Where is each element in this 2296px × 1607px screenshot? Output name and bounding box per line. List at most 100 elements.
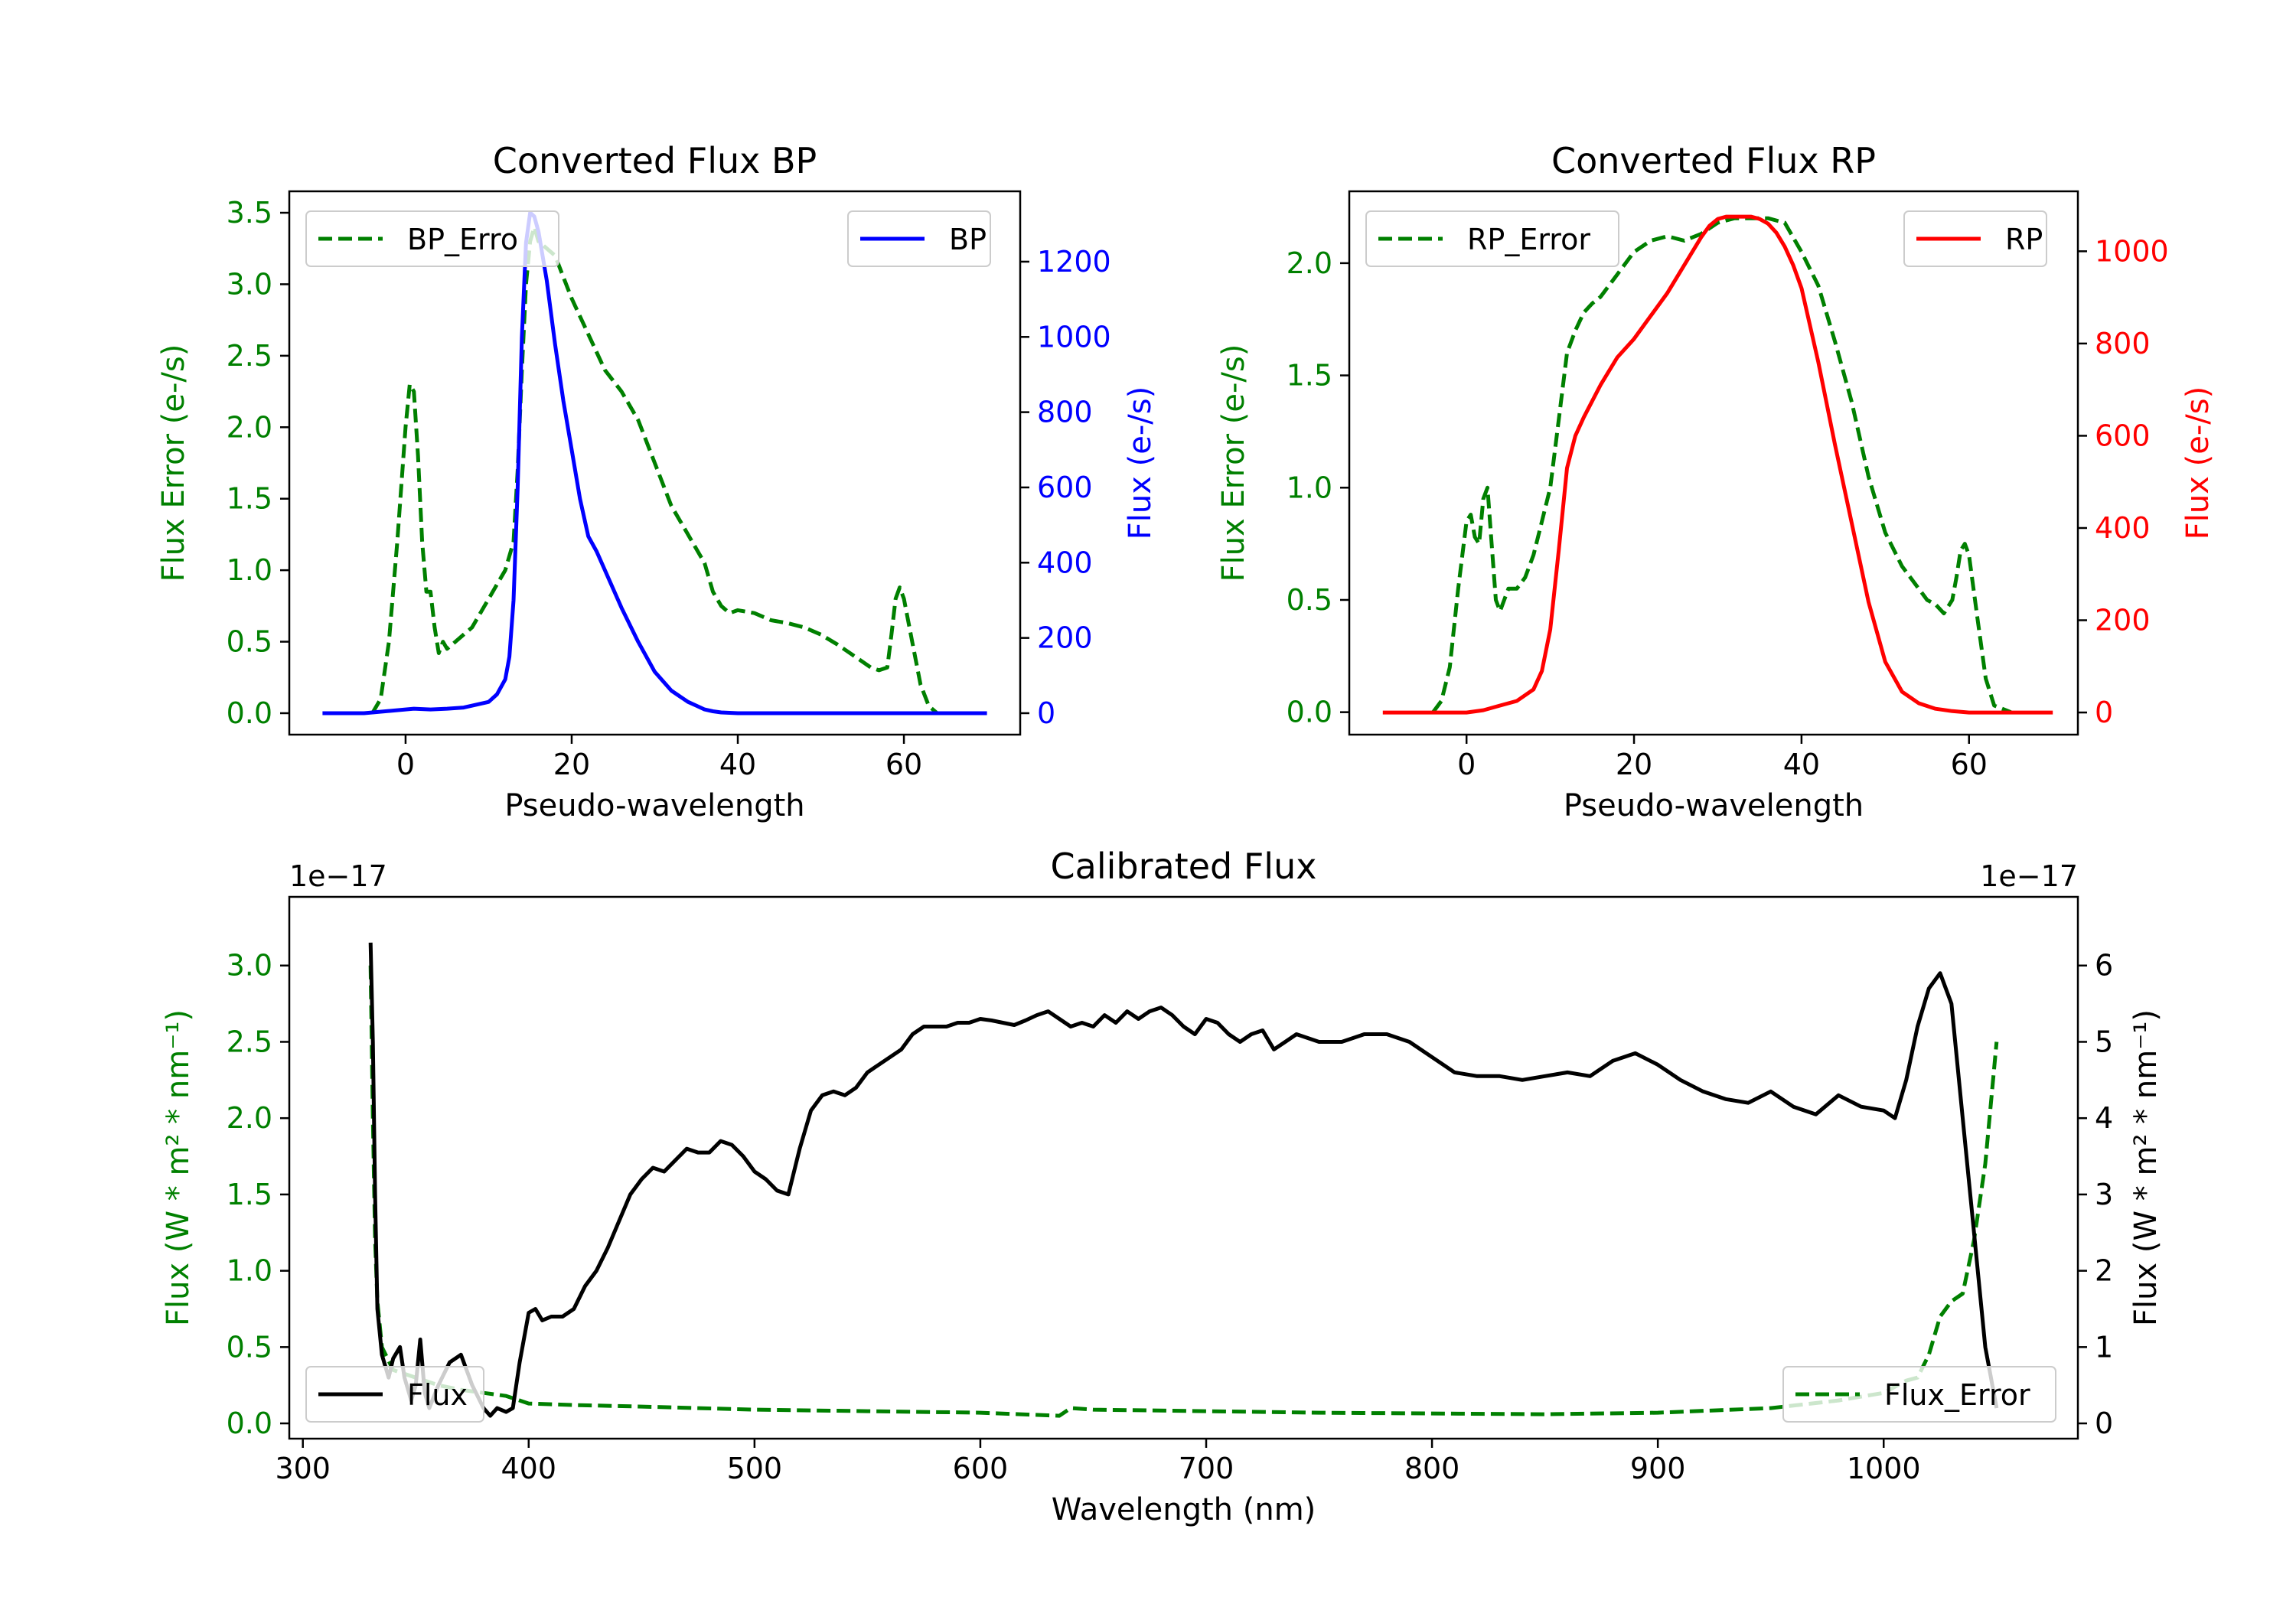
series-line-flux-error — [368, 965, 1999, 1418]
x-tick-label: 20 — [1616, 748, 1652, 781]
bp-ylabel-right: Flux (e-/s) — [1123, 386, 1158, 539]
legend-label: BP_Erro — [407, 223, 518, 256]
y-right-tick-label: 1 — [2095, 1330, 2113, 1364]
cal-ylabel-right: Flux (W * m² * nm⁻¹) — [2128, 1009, 2164, 1326]
y-right-tick-label: 2 — [2095, 1254, 2113, 1288]
x-tick-label: 20 — [553, 748, 590, 781]
x-tick-label: 60 — [1951, 748, 1988, 781]
legend-flux: Flux — [305, 1366, 484, 1423]
y-right-tick-label: 400 — [1037, 546, 1093, 579]
offset-right-label: 1e−17 — [1980, 859, 2078, 893]
x-tick-label: 60 — [885, 748, 922, 781]
y-right-tick-label: 4 — [2095, 1101, 2113, 1135]
cal-ylabel-left: Flux (W * m² * nm⁻¹) — [161, 1009, 196, 1326]
y-left-tick-label: 2.0 — [227, 410, 272, 444]
y-left-tick-label: 1.0 — [1287, 471, 1332, 504]
y-left-tick-label: 0.5 — [227, 1330, 272, 1364]
y-left-tick-label: 0.0 — [227, 696, 272, 730]
y-right-tick-label: 400 — [2095, 511, 2151, 545]
legend-box — [1365, 210, 1619, 267]
bp-title: Converted Flux BP — [493, 140, 817, 181]
y-right-tick-label: 0 — [2095, 696, 2113, 729]
legend-label: RP — [2005, 223, 2043, 256]
y-left-tick-label: 1.5 — [227, 482, 272, 516]
y-right-tick-label: 600 — [2095, 419, 2151, 452]
y-right-tick-label: 0 — [1037, 696, 1055, 730]
x-tick-label: 1000 — [1847, 1452, 1921, 1485]
rp-ylabel-left: Flux Error (e-/s) — [1216, 344, 1251, 582]
x-tick-label: 400 — [501, 1452, 557, 1485]
rp-xlabel: Pseudo-wavelength — [1564, 788, 1864, 823]
y-left-tick-label: 1.5 — [1287, 359, 1332, 393]
x-tick-label: 800 — [1404, 1452, 1460, 1485]
y-left-tick-label: 1.0 — [227, 553, 272, 587]
cal-plot-area — [368, 942, 1999, 1418]
series-line-flux — [368, 942, 1999, 1418]
x-tick-label: 300 — [275, 1452, 331, 1485]
x-tick-label: 0 — [396, 748, 415, 781]
y-right-tick-label: 1000 — [1037, 320, 1111, 354]
x-tick-label: 40 — [1783, 748, 1820, 781]
bp-plot-area — [322, 210, 987, 715]
legend-label: Flux_Error — [1884, 1378, 2030, 1412]
rp-plot-area — [1382, 214, 2053, 715]
y-right-tick-label: 0 — [2095, 1407, 2113, 1440]
y-left-tick-label: 2.5 — [227, 339, 272, 373]
legend-rp-error: RP_Error — [1365, 210, 1619, 267]
legend-rp: RP — [1903, 210, 2047, 267]
rp-ylabel-right: Flux (e-/s) — [2180, 386, 2216, 539]
legend-label: RP_Error — [1467, 223, 1590, 256]
legend-box — [305, 210, 559, 267]
y-right-tick-label: 800 — [2095, 327, 2151, 360]
y-left-tick-label: 3.0 — [227, 949, 272, 983]
legend-flux-error: Flux_Error — [1782, 1366, 2056, 1423]
x-tick-label: 900 — [1630, 1452, 1686, 1485]
rp-title: Converted Flux RP — [1551, 140, 1876, 181]
offset-left-label: 1e−17 — [289, 859, 387, 893]
y-left-tick-label: 3.0 — [227, 267, 272, 301]
series-line-rp-error — [1431, 216, 2012, 715]
y-left-tick-label: 2.0 — [1287, 246, 1332, 280]
y-left-tick-label: 0.0 — [1287, 696, 1332, 729]
y-left-tick-label: 2.5 — [227, 1025, 272, 1058]
legend-box — [305, 1366, 484, 1423]
cal-chart: 300 400 500 600 700 800 900 1000 0.0 0.5 1.0 1.5 2.0… — [161, 846, 2164, 1527]
bp-chart: 0 20 40 60 0.0 0.5 1.0 1.5 2.0 2.5 3.0 3.5 0 200 400 60… — [156, 140, 1158, 823]
bp-ylabel-left: Flux Error (e-/s) — [156, 344, 191, 582]
x-tick-label: 0 — [1457, 748, 1476, 781]
cal-axes-frame — [288, 895, 2079, 1440]
x-tick-label: 700 — [1179, 1452, 1234, 1485]
y-right-tick-label: 200 — [1037, 621, 1093, 655]
y-right-tick-label: 1200 — [1037, 245, 1111, 279]
legend-label: BP — [949, 223, 987, 256]
legend-bp-error: BP_Erro — [305, 210, 559, 267]
y-left-tick-label: 0.5 — [227, 625, 272, 659]
y-right-tick-label: 5 — [2095, 1025, 2113, 1058]
y-left-tick-label: 1.0 — [227, 1254, 272, 1288]
y-right-tick-label: 6 — [2095, 949, 2113, 983]
y-left-tick-label: 2.0 — [227, 1101, 272, 1135]
series-line-bp — [322, 210, 987, 715]
cal-xlabel: Wavelength (nm) — [1052, 1492, 1316, 1527]
legend-label: Flux — [407, 1378, 468, 1412]
rp-axes-frame — [1348, 190, 2079, 736]
y-right-tick-label: 200 — [2095, 604, 2151, 637]
y-right-tick-label: 800 — [1037, 396, 1093, 429]
x-tick-label: 600 — [953, 1452, 1009, 1485]
y-right-tick-label: 600 — [1037, 471, 1093, 504]
y-left-tick-label: 0.0 — [227, 1407, 272, 1440]
bp-xlabel: Pseudo-wavelength — [504, 788, 804, 823]
y-right-tick-label: 1000 — [2095, 234, 2169, 268]
legend-bp: BP — [847, 210, 991, 267]
rp-chart: 0 20 40 60 0.0 0.5 1.0 1.5 2.0 0 200 400 600 800 1000 C… — [1216, 140, 2216, 823]
x-tick-label: 500 — [727, 1452, 783, 1485]
y-left-tick-label: 0.5 — [1287, 583, 1332, 617]
series-line-rp — [1382, 214, 2053, 715]
y-left-tick-label: 1.5 — [227, 1178, 272, 1211]
cal-title: Calibrated Flux — [1051, 846, 1317, 887]
y-right-tick-label: 3 — [2095, 1178, 2113, 1211]
legend-box — [1782, 1366, 2056, 1423]
y-left-tick-label: 3.5 — [227, 196, 272, 230]
x-tick-label: 40 — [719, 748, 756, 781]
